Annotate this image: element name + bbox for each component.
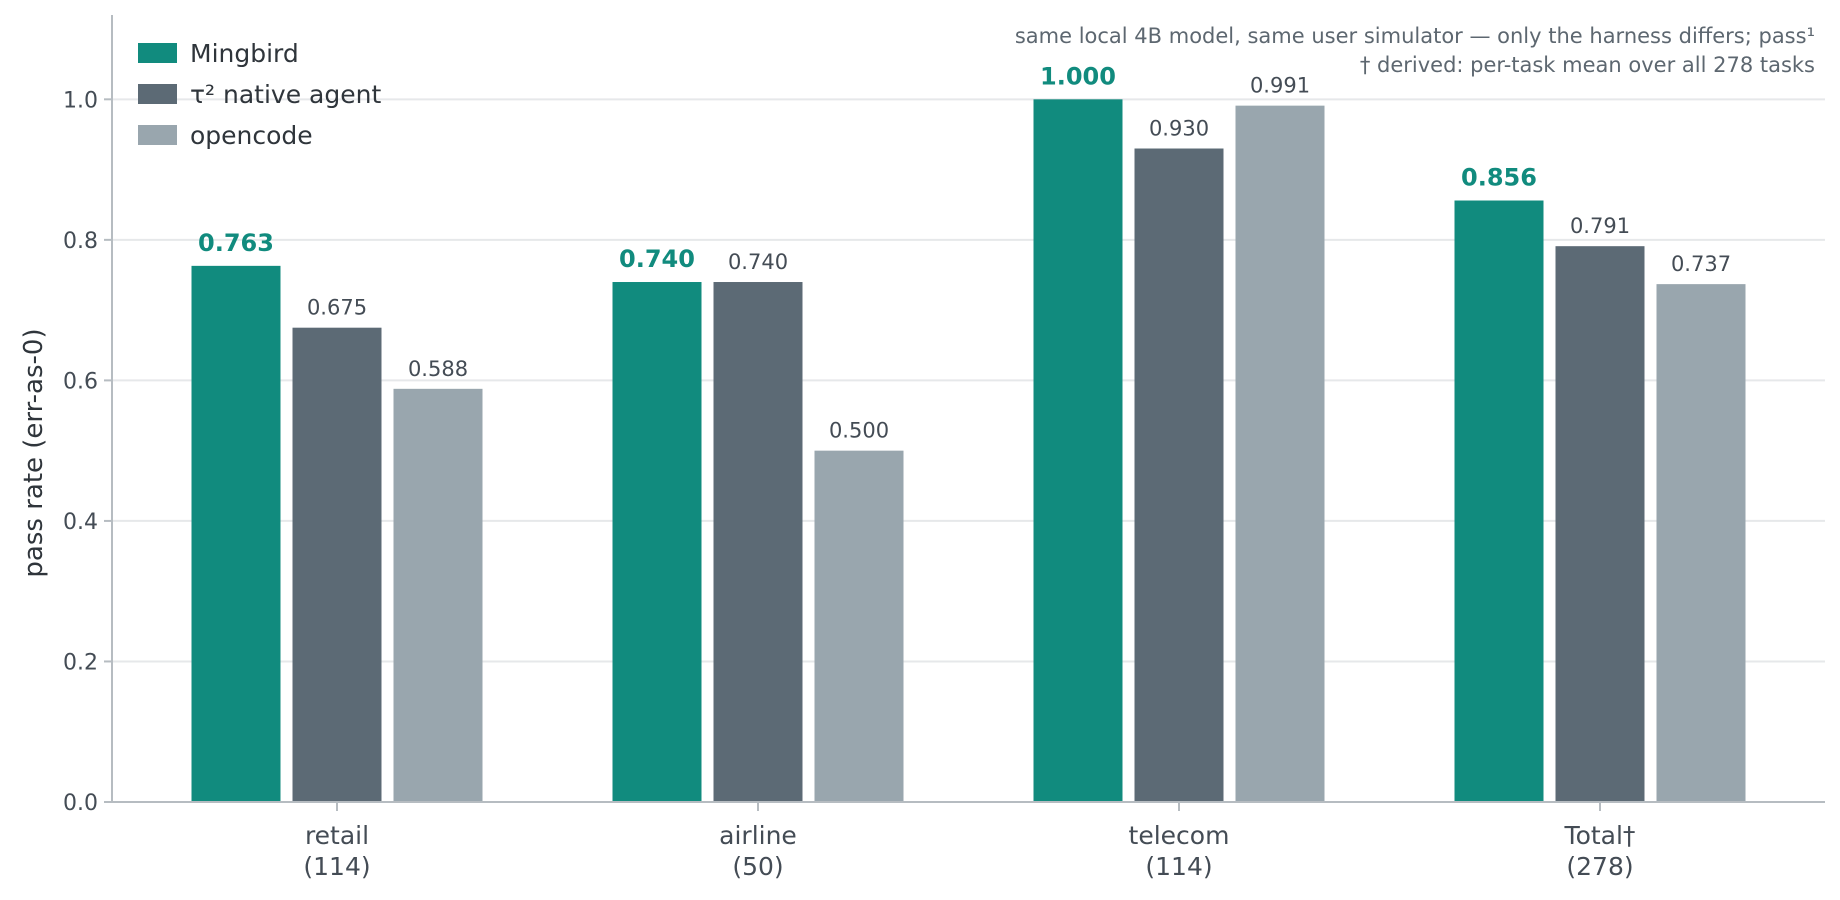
bar-mingbird-telecom [1033, 99, 1123, 803]
y-tick-label: 0.4 [63, 510, 98, 535]
bar-mingbird-retail [191, 265, 281, 802]
x-tick-count: (50) [732, 852, 783, 881]
axes [111, 15, 1825, 803]
bar-mingbird-total [1454, 200, 1544, 802]
data-label: 0.740 [728, 250, 788, 274]
bar-opencode-retail [393, 388, 483, 802]
y-axis-title: pass rate (err-as-0) [19, 328, 49, 577]
annotation-total-note: † derived: per-task mean over all 278 ta… [1360, 53, 1815, 77]
legend-swatch [138, 43, 177, 63]
bar-opencode-airline [814, 450, 904, 802]
y-tick-label: 0.2 [63, 650, 98, 675]
data-label: 0.856 [1461, 164, 1537, 192]
data-label: 0.737 [1671, 252, 1731, 276]
y-tick-label: 0.0 [63, 791, 98, 816]
data-label: 0.500 [829, 419, 889, 443]
bar--native-agent-total [1555, 246, 1645, 802]
x-ticks: retail(114)airline(50)telecom(114)Total†… [303, 802, 1635, 881]
bar--native-agent-airline [713, 282, 803, 803]
legend-label: Mingbird [190, 39, 299, 68]
data-label: 0.791 [1570, 214, 1630, 238]
legend-swatch [138, 125, 177, 145]
bars-group [191, 99, 1746, 803]
x-tick-label-Total†: Total† [1564, 821, 1636, 850]
x-tick-label-retail: retail [305, 821, 369, 850]
value-labels: 0.763 0.675 0.588 0.740 0.740 0.500 1.000 0.930… [198, 62, 1731, 442]
data-label: 0.675 [307, 296, 367, 320]
data-label: 0.991 [1250, 74, 1310, 98]
y-ticks: 0.0 0.2 0.4 0.6 0.8 1.0 [63, 88, 112, 816]
y-tick-label: 1.0 [63, 88, 98, 113]
legend-label: τ² native agent [190, 80, 381, 109]
y-tick-label: 0.8 [63, 229, 98, 254]
bar-opencode-telecom [1235, 105, 1325, 803]
x-tick-count: (114) [303, 852, 370, 881]
legend-swatch [138, 84, 177, 104]
bar-opencode-total [1656, 284, 1746, 803]
bar--native-agent-telecom [1134, 148, 1224, 803]
annotation-harness-note: same local 4B model, same user simulator… [1015, 24, 1815, 48]
x-tick-label-airline: airline [719, 821, 797, 850]
y-tick-label: 0.6 [63, 369, 98, 394]
bar--native-agent-retail [292, 327, 382, 802]
legend: Mingbird τ² native agent opencode [138, 39, 381, 150]
bar-mingbird-airline [612, 282, 702, 803]
data-label: 0.588 [408, 357, 468, 381]
data-label: 0.930 [1149, 117, 1209, 141]
data-label: 0.740 [619, 245, 695, 273]
x-tick-count: (278) [1566, 852, 1633, 881]
x-tick-count: (114) [1145, 852, 1212, 881]
data-label: 0.763 [198, 229, 274, 257]
data-label: 1.000 [1040, 62, 1116, 90]
x-tick-label-telecom: telecom [1129, 821, 1230, 850]
legend-label: opencode [190, 121, 313, 150]
